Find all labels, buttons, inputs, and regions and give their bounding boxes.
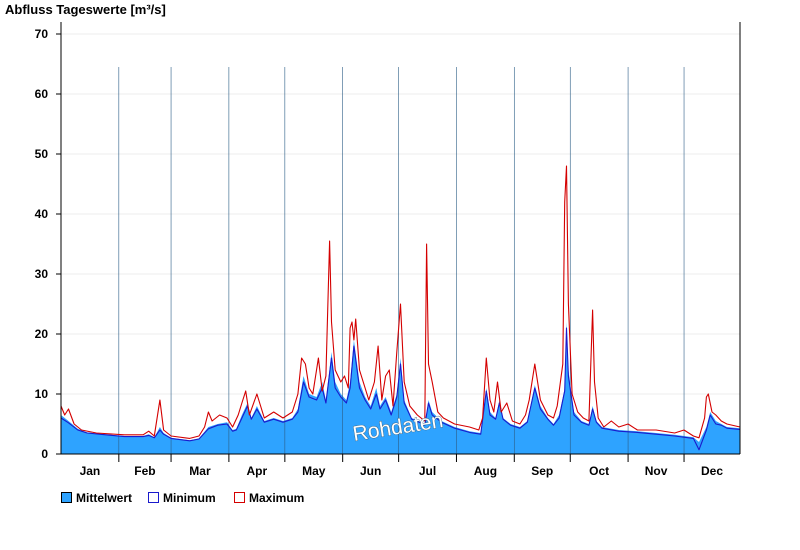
x-tick-label-oct: Oct <box>589 464 609 478</box>
legend-swatch-maximum <box>234 492 245 503</box>
series-maximum-line <box>60 165 741 439</box>
x-tick-label-nov: Nov <box>645 464 668 478</box>
line-layer <box>60 165 741 451</box>
x-tick-label-sep: Sep <box>531 464 553 478</box>
x-tick-label-jun: Jun <box>360 464 381 478</box>
x-tick-label-may: May <box>302 464 326 478</box>
y-tick-label-60: 60 <box>35 87 49 101</box>
y-tick-label-40: 40 <box>35 207 49 221</box>
legend-label-mittelwert: Mittelwert <box>76 491 132 505</box>
legend-swatch-minimum <box>148 492 159 503</box>
legend: Mittelwert Minimum Maximum <box>61 491 304 505</box>
x-tick-label-jul: Jul <box>419 464 436 478</box>
x-tick-label-apr: Apr <box>247 464 268 478</box>
x-tick-label-mar: Mar <box>189 464 211 478</box>
legend-swatch-mittelwert <box>61 492 72 503</box>
x-tick-label-dec: Dec <box>701 464 723 478</box>
legend-label-maximum: Maximum <box>249 491 304 505</box>
legend-label-minimum: Minimum <box>163 491 216 505</box>
y-tick-label-70: 70 <box>35 27 49 41</box>
y-tick-label-20: 20 <box>35 327 49 341</box>
y-axis-ticks: 0 10 20 30 40 50 60 70 <box>35 27 61 461</box>
grid-layer <box>61 33 740 395</box>
y-tick-label-0: 0 <box>41 447 48 461</box>
x-tick-label-aug: Aug <box>474 464 497 478</box>
x-tick-label-feb: Feb <box>134 464 155 478</box>
y-tick-label-30: 30 <box>35 267 49 281</box>
chart-title: Abfluss Tageswerte [m³/s] <box>5 2 166 17</box>
x-tick-label-jan: Jan <box>80 464 101 478</box>
series-minimum-line <box>60 327 741 451</box>
x-axis-ticks: Jan Feb Mar Apr May Jun Jul Aug Sep Oct Nov Dec <box>80 454 723 478</box>
y-tick-label-10: 10 <box>35 387 49 401</box>
y-tick-label-50: 50 <box>35 147 49 161</box>
